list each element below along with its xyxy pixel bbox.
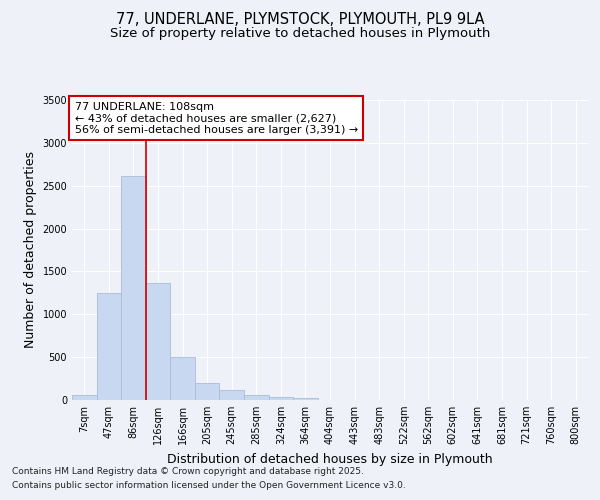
Bar xyxy=(269,398,293,400)
Y-axis label: Number of detached properties: Number of detached properties xyxy=(24,152,37,348)
Bar xyxy=(170,357,195,400)
Text: Size of property relative to detached houses in Plymouth: Size of property relative to detached ho… xyxy=(110,28,490,40)
Bar xyxy=(244,396,269,400)
Bar xyxy=(195,383,220,400)
Bar xyxy=(220,390,244,400)
Bar xyxy=(97,293,121,400)
X-axis label: Distribution of detached houses by size in Plymouth: Distribution of detached houses by size … xyxy=(167,452,493,466)
Bar xyxy=(293,398,318,400)
Text: Contains HM Land Registry data © Crown copyright and database right 2025.: Contains HM Land Registry data © Crown c… xyxy=(12,467,364,476)
Bar xyxy=(121,176,146,400)
Text: 77, UNDERLANE, PLYMSTOCK, PLYMOUTH, PL9 9LA: 77, UNDERLANE, PLYMSTOCK, PLYMOUTH, PL9 … xyxy=(116,12,484,28)
Text: Contains public sector information licensed under the Open Government Licence v3: Contains public sector information licen… xyxy=(12,481,406,490)
Bar xyxy=(72,396,97,400)
Bar xyxy=(146,284,170,400)
Text: 77 UNDERLANE: 108sqm
← 43% of detached houses are smaller (2,627)
56% of semi-de: 77 UNDERLANE: 108sqm ← 43% of detached h… xyxy=(74,102,358,134)
